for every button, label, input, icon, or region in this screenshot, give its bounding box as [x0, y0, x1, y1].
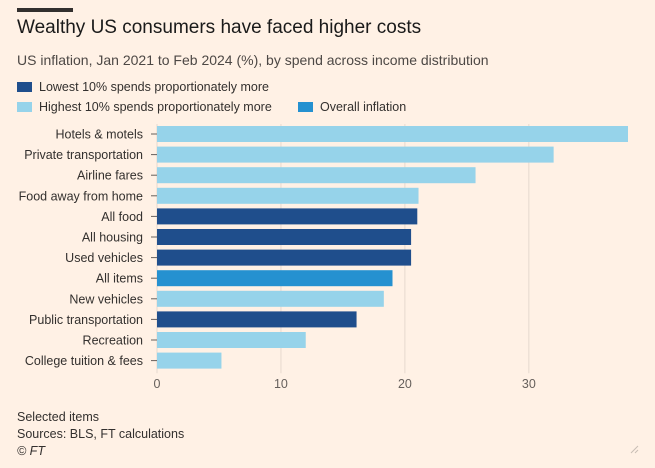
category-label-6: Used vehicles [65, 251, 143, 265]
bar-7 [157, 270, 393, 287]
legend-item-highest: Highest 10% spends proportionately more [17, 100, 272, 114]
legend-label-lowest: Lowest 10% spends proportionately more [39, 80, 269, 94]
bar-11 [157, 352, 222, 369]
x-tick-label-20: 20 [398, 377, 412, 391]
chart-title: Wealthy US consumers have faced higher c… [17, 17, 422, 38]
bar-3 [157, 187, 419, 204]
bar-1 [157, 146, 554, 163]
x-tick-label-30: 30 [522, 377, 536, 391]
category-label-1: Private transportation [24, 148, 143, 162]
bar-5 [157, 229, 412, 245]
resize-corner-icon [630, 445, 639, 454]
category-label-5: All housing [82, 231, 143, 245]
bar-8 [157, 290, 384, 307]
chart-subtitle: US inflation, Jan 2021 to Feb 2024 (%), … [17, 52, 489, 68]
category-label-3: Food away from home [19, 189, 143, 203]
category-label-4: All food [101, 210, 143, 224]
legend-item-overall: Overall inflation [298, 100, 406, 114]
legend-swatch-highest [17, 102, 32, 112]
bar-2 [157, 167, 476, 184]
category-label-7: All items [96, 272, 143, 286]
bar-6 [157, 249, 412, 266]
footer-note: Selected items [17, 410, 99, 424]
header-bar [17, 8, 73, 12]
category-label-0: Hotels & motels [55, 128, 143, 142]
x-tick-label-0: 0 [154, 377, 161, 391]
bar-9 [157, 311, 357, 328]
category-label-10: Recreation [83, 334, 143, 348]
legend-label-highest: Highest 10% spends proportionately more [39, 100, 272, 114]
x-tick-label-10: 10 [274, 377, 288, 391]
category-label-9: Public transportation [29, 313, 143, 327]
legend-item-lowest: Lowest 10% spends proportionately more [17, 80, 269, 94]
legend-swatch-overall [298, 102, 313, 112]
footer-credit: © FT [17, 444, 45, 458]
legend-swatch-lowest [17, 82, 32, 92]
bar-10 [157, 332, 306, 348]
legend-label-overall: Overall inflation [320, 100, 407, 114]
bar-0 [157, 126, 628, 142]
bar-4 [157, 208, 418, 225]
category-label-8: New vehicles [69, 292, 143, 306]
footer-source: Sources: BLS, FT calculations [17, 427, 185, 441]
category-label-11: College tuition & fees [25, 354, 143, 368]
category-label-2: Airline fares [77, 169, 143, 183]
